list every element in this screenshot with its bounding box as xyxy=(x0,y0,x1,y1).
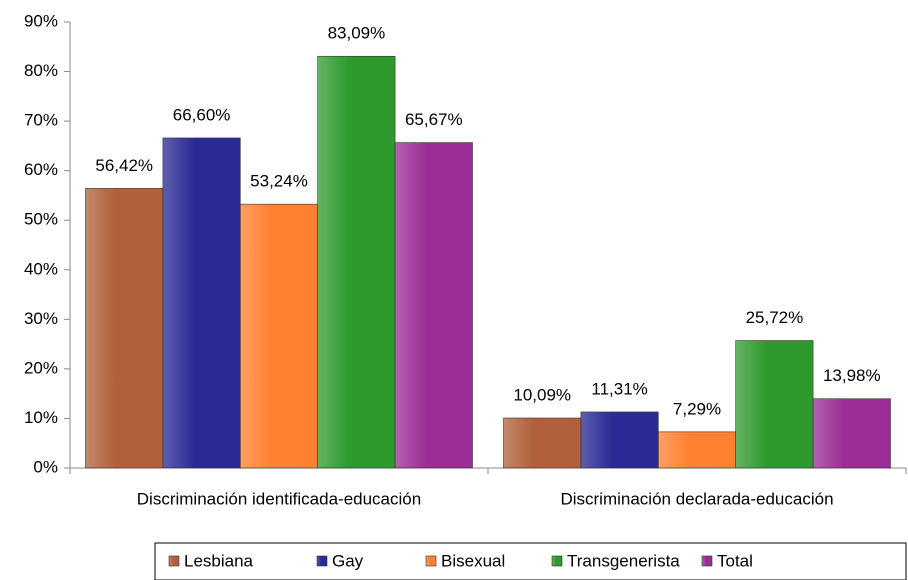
bar xyxy=(317,55,396,469)
y-tick-label: 60% xyxy=(24,160,58,179)
bar xyxy=(394,142,473,469)
y-tick-label: 70% xyxy=(24,111,58,130)
y-tick-label: 0% xyxy=(33,457,58,476)
data-label: 25,72% xyxy=(746,308,804,327)
bar xyxy=(735,340,814,469)
legend-label: Bisexual xyxy=(441,551,505,570)
y-tick-label: 40% xyxy=(24,259,58,278)
legend-swatch xyxy=(425,555,437,567)
x-tick-label: Discriminación declarada-educación xyxy=(560,489,833,508)
bar xyxy=(162,137,241,469)
bar xyxy=(503,417,582,469)
data-label: 83,09% xyxy=(328,24,386,43)
data-label: 7,29% xyxy=(673,399,721,418)
legend-swatch xyxy=(551,555,563,567)
bar xyxy=(580,411,659,469)
data-label: 56,42% xyxy=(95,156,153,175)
legend-label: Total xyxy=(717,551,753,570)
legend-swatch xyxy=(701,555,713,567)
legend-label: Lesbiana xyxy=(184,551,254,570)
bar xyxy=(812,398,891,469)
y-tick-label: 10% xyxy=(24,408,58,427)
y-tick-label: 90% xyxy=(24,11,58,30)
data-label: 65,67% xyxy=(405,110,463,129)
data-label: 66,60% xyxy=(173,105,231,124)
data-label: 10,09% xyxy=(513,385,571,404)
bar xyxy=(240,203,319,469)
legend-box xyxy=(154,542,907,580)
bar xyxy=(85,188,164,469)
x-tick-label: Discriminación identificada-educación xyxy=(137,489,421,508)
bar xyxy=(657,431,736,469)
y-tick-label: 20% xyxy=(24,358,58,377)
y-tick-label: 50% xyxy=(24,210,58,229)
data-label: 13,98% xyxy=(823,366,881,385)
y-tick-label: 30% xyxy=(24,309,58,328)
legend-swatch xyxy=(168,555,180,567)
legend-swatch xyxy=(316,555,328,567)
data-label: 53,24% xyxy=(250,172,308,191)
legend-label: Gay xyxy=(332,551,364,570)
data-label: 11,31% xyxy=(591,379,647,398)
legend-label: Transgenerista xyxy=(567,551,680,570)
y-tick-label: 80% xyxy=(24,61,58,80)
